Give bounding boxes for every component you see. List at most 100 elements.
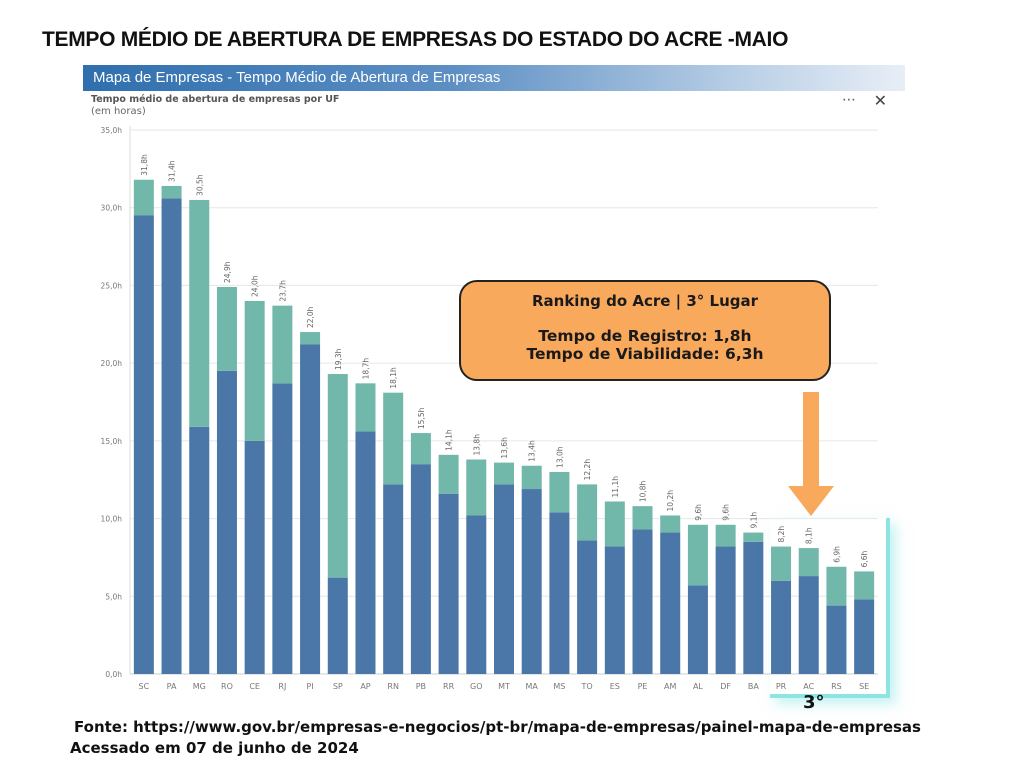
y-tick-label: 5,0h [105, 592, 122, 601]
bar-registro-go [466, 459, 487, 516]
x-tick-label: CE [249, 682, 260, 691]
bar-viabilidade-ba [743, 541, 764, 674]
bar-viabilidade-rr [438, 493, 459, 674]
bar-registro-ba [743, 532, 764, 542]
x-tick-label: AP [360, 682, 370, 691]
bar-viabilidade-se [854, 599, 875, 674]
ranking-callout: Ranking do Acre | 3° Lugar Tempo de Regi… [459, 280, 831, 381]
bar-viabilidade-ma [521, 489, 542, 674]
y-tick-label: 35,0h [101, 126, 123, 135]
y-tick-label: 10,0h [101, 515, 123, 524]
data-label: 14,1h [445, 429, 454, 451]
callout-registro: Tempo de Registro: 1,8h [538, 327, 752, 345]
callout-viabilidade: Tempo de Viabilidade: 6,3h [526, 345, 764, 363]
bar-viabilidade-al [687, 585, 708, 674]
bar-viabilidade-ap [355, 431, 376, 674]
y-tick-label: 30,0h [101, 204, 123, 213]
bar-registro-rn [383, 392, 404, 485]
panel-header: Mapa de Empresas - Tempo Médio de Abertu… [83, 65, 905, 91]
x-tick-label: TO [581, 682, 593, 691]
data-label: 6,6h [860, 550, 869, 567]
data-label: 11,1h [611, 476, 620, 498]
more-options-icon[interactable]: ⋯ [842, 92, 857, 108]
bar-registro-ce [244, 300, 265, 441]
highlight-bracket [770, 518, 890, 698]
x-tick-label: PA [167, 682, 177, 691]
bar-registro-pe [632, 506, 653, 530]
bar-registro-rr [438, 454, 459, 494]
bar-viabilidade-sc [133, 215, 154, 674]
x-tick-label: BA [748, 682, 759, 691]
y-tick-label: 20,0h [101, 359, 123, 368]
source-text: Fonte: https://www.gov.br/empresas-e-neg… [74, 718, 921, 736]
bar-viabilidade-es [604, 546, 625, 674]
x-tick-label: MG [193, 682, 206, 691]
x-tick-label: RR [443, 682, 455, 691]
bar-registro-rs [826, 566, 847, 606]
x-tick-label: AL [693, 682, 703, 691]
x-tick-label: MT [498, 682, 510, 691]
bar-registro-sp [327, 374, 348, 578]
bar-viabilidade-pi [300, 344, 321, 674]
x-tick-label: SP [333, 682, 343, 691]
bar-registro-mt [494, 462, 514, 485]
bar-viabilidade-pr [771, 580, 792, 674]
bar-registro-se [854, 571, 875, 600]
data-label: 13,4h [528, 440, 537, 462]
bar-registro-pa [161, 185, 182, 199]
data-label: 10,2h [666, 490, 675, 512]
x-tick-label: AM [664, 682, 676, 691]
bar-registro-to [577, 484, 598, 541]
data-label: 15,5h [417, 407, 426, 429]
data-label: 9,6h [694, 504, 703, 521]
data-label: 24,0h [251, 275, 260, 297]
data-label: 13,6h [500, 437, 509, 459]
data-label: 9,1h [749, 512, 758, 529]
bar-viabilidade-ro [216, 370, 237, 674]
x-tick-label: RO [221, 682, 233, 691]
x-tick-label: MA [526, 682, 539, 691]
x-tick-label: RJ [278, 682, 286, 691]
data-label: 22,0h [306, 306, 315, 328]
bar-registro-al [687, 524, 708, 586]
x-tick-label: GO [470, 682, 483, 691]
bar-registro-es [604, 501, 625, 547]
close-icon[interactable]: ✕ [873, 91, 887, 110]
bar-registro-ac [798, 548, 819, 577]
callout-ranking: Ranking do Acre | 3° Lugar [531, 292, 759, 310]
data-label: 13,0h [555, 446, 564, 468]
accessed-text: Acessado em 07 de junho de 2024 [70, 739, 359, 757]
data-label: 30,5h [195, 174, 204, 196]
bar-registro-pb [410, 433, 431, 465]
data-label: 6,9h [832, 546, 841, 563]
bar-viabilidade-am [660, 532, 681, 674]
bar-registro-pi [300, 332, 321, 345]
chart-title: Tempo médio de abertura de empresas por … [91, 94, 340, 105]
data-label: 8,2h [777, 526, 786, 543]
y-tick-label: 25,0h [101, 281, 123, 290]
x-tick-label: MS [553, 682, 565, 691]
bar-registro-ap [355, 383, 376, 432]
bar-viabilidade-ms [549, 512, 570, 674]
bar-viabilidade-ac [798, 576, 819, 674]
data-label: 24,9h [223, 261, 232, 283]
x-tick-label: PB [416, 682, 426, 691]
bar-viabilidade-pa [161, 198, 182, 675]
data-label: 12,2h [583, 459, 592, 481]
data-label: 8,1h [805, 527, 814, 544]
bar-viabilidade-df [715, 546, 736, 674]
bar-viabilidade-mg [189, 426, 210, 674]
bar-viabilidade-mt [494, 484, 514, 674]
x-tick-label: DF [720, 682, 731, 691]
x-tick-label: RN [387, 682, 399, 691]
bar-registro-ro [216, 286, 237, 371]
data-label: 31,8h [140, 154, 149, 176]
page-title: TEMPO MÉDIO DE ABERTURA DE EMPRESAS DO E… [42, 28, 789, 51]
bar-registro-df [715, 524, 736, 547]
y-tick-label: 0,0h [105, 670, 122, 679]
bar-viabilidade-ce [244, 440, 265, 674]
arrow-down-icon [788, 392, 834, 516]
bar-viabilidade-to [577, 540, 598, 674]
